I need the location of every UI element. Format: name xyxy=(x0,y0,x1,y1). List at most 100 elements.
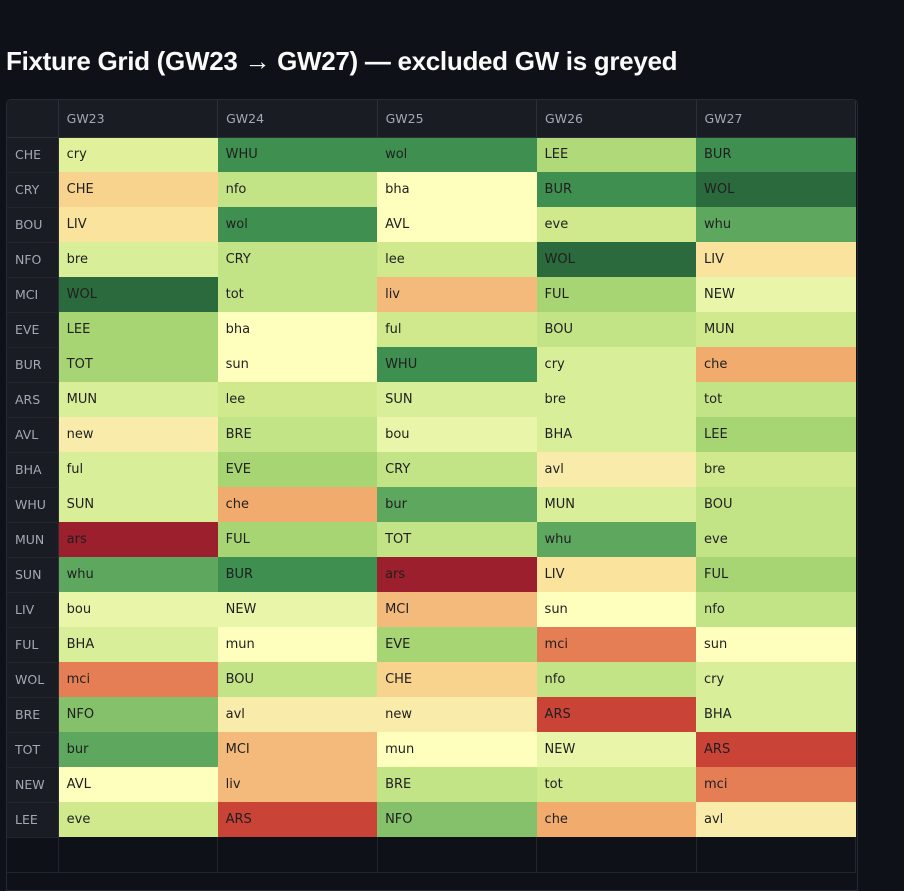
column-header[interactable]: GW24 xyxy=(217,100,378,138)
fixture-cell[interactable]: NEW xyxy=(217,592,378,627)
fixture-cell[interactable]: CRY xyxy=(377,452,537,487)
fixture-cell[interactable]: whu xyxy=(536,522,697,557)
fixture-cell[interactable]: ars xyxy=(377,557,537,592)
fixture-cell[interactable]: che xyxy=(217,487,378,522)
fixture-cell[interactable]: WOL xyxy=(536,242,697,277)
fixture-cell[interactable]: MUN xyxy=(696,312,856,347)
fixture-cell[interactable]: ARS xyxy=(536,697,697,732)
fixture-cell[interactable]: sun xyxy=(217,347,378,382)
fixture-cell[interactable]: ARS xyxy=(696,732,856,767)
fixture-cell[interactable]: cry xyxy=(696,662,856,697)
fixture-cell[interactable]: CHE xyxy=(58,172,218,207)
fixture-cell[interactable]: bou xyxy=(377,417,537,452)
fixture-cell[interactable]: CHE xyxy=(377,662,537,697)
fixture-cell[interactable]: ful xyxy=(377,312,537,347)
fixture-cell[interactable]: ARS xyxy=(217,802,378,837)
fixture-cell[interactable]: nfo xyxy=(696,592,856,627)
fixture-cell[interactable]: NEW xyxy=(536,732,697,767)
fixture-cell[interactable]: whu xyxy=(58,557,218,592)
fixture-cell[interactable]: BHA xyxy=(696,697,856,732)
fixture-cell[interactable]: bur xyxy=(58,732,218,767)
fixture-cell[interactable]: BUR xyxy=(536,172,697,207)
fixture-cell[interactable]: BRE xyxy=(377,767,537,802)
fixture-cell[interactable]: TOT xyxy=(377,522,537,557)
column-header[interactable]: GW25 xyxy=(377,100,538,138)
column-header[interactable]: GW23 xyxy=(58,100,219,138)
fixture-cell[interactable]: liv xyxy=(377,277,537,312)
fixture-cell[interactable]: bur xyxy=(377,487,537,522)
fixture-cell[interactable]: mun xyxy=(217,627,378,662)
fixture-cell[interactable]: bre xyxy=(536,382,697,417)
fixture-cell[interactable]: sun xyxy=(536,592,697,627)
fixture-cell[interactable]: nfo xyxy=(536,662,697,697)
fixture-cell[interactable]: avl xyxy=(217,697,378,732)
fixture-cell[interactable]: bre xyxy=(58,242,218,277)
fixture-cell[interactable]: avl xyxy=(536,452,697,487)
fixture-cell[interactable]: mci xyxy=(58,662,218,697)
fixture-cell[interactable]: WOL xyxy=(696,172,856,207)
fixture-cell[interactable]: che xyxy=(696,347,856,382)
fixture-cell[interactable]: WHU xyxy=(377,347,537,382)
fixture-cell[interactable]: TOT xyxy=(58,347,218,382)
fixture-cell[interactable]: nfo xyxy=(217,172,378,207)
fixture-cell[interactable]: cry xyxy=(536,347,697,382)
fixture-cell[interactable]: tot xyxy=(536,767,697,802)
fixture-cell[interactable]: BHA xyxy=(536,417,697,452)
column-header[interactable]: GW26 xyxy=(536,100,697,138)
fixture-cell[interactable]: eve xyxy=(58,802,218,837)
fixture-cell[interactable]: BOU xyxy=(536,312,697,347)
fixture-cell[interactable]: CRY xyxy=(217,242,378,277)
fixture-cell[interactable]: LEE xyxy=(58,312,218,347)
fixture-cell[interactable]: ars xyxy=(58,522,218,557)
fixture-cell[interactable]: SUN xyxy=(58,487,218,522)
fixture-cell[interactable]: che xyxy=(536,802,697,837)
fixture-cell[interactable]: MUN xyxy=(58,382,218,417)
fixture-cell[interactable]: eve xyxy=(696,522,856,557)
fixture-cell[interactable]: bha xyxy=(217,312,378,347)
fixture-cell[interactable]: BUR xyxy=(217,557,378,592)
fixture-cell[interactable]: LIV xyxy=(536,557,697,592)
fixture-cell[interactable]: new xyxy=(58,417,218,452)
fixture-cell[interactable]: avl xyxy=(696,802,856,837)
fixture-cell[interactable]: FUL xyxy=(696,557,856,592)
fixture-cell[interactable]: NEW xyxy=(696,277,856,312)
fixture-cell[interactable]: bre xyxy=(696,452,856,487)
fixture-cell[interactable]: MCI xyxy=(217,732,378,767)
fixture-cell[interactable]: lee xyxy=(217,382,378,417)
fixture-cell[interactable]: BRE xyxy=(217,417,378,452)
fixture-cell[interactable]: lee xyxy=(377,242,537,277)
fixture-cell[interactable]: NFO xyxy=(377,802,537,837)
fixture-cell[interactable]: MUN xyxy=(536,487,697,522)
fixture-cell[interactable]: eve xyxy=(536,207,697,242)
fixture-cell[interactable]: MCI xyxy=(377,592,537,627)
fixture-cell[interactable]: sun xyxy=(696,627,856,662)
fixture-cell[interactable]: bha xyxy=(377,172,537,207)
fixture-cell[interactable]: mci xyxy=(696,767,856,802)
fixture-cell[interactable]: FUL xyxy=(536,277,697,312)
fixture-cell[interactable]: mun xyxy=(377,732,537,767)
fixture-grid[interactable]: GW23 GW24 GW25 GW26 GW27 CHE cry WHU wol LEE… xyxy=(6,99,858,891)
fixture-cell[interactable]: BOU xyxy=(217,662,378,697)
fixture-cell[interactable]: WHU xyxy=(217,137,378,172)
fixture-cell[interactable]: BOU xyxy=(696,487,856,522)
fixture-cell[interactable]: mci xyxy=(536,627,697,662)
fixture-cell[interactable]: LIV xyxy=(58,207,218,242)
fixture-cell[interactable]: whu xyxy=(696,207,856,242)
column-header[interactable]: GW27 xyxy=(696,100,857,138)
fixture-cell[interactable]: wol xyxy=(377,137,537,172)
fixture-cell[interactable]: LIV xyxy=(696,242,856,277)
fixture-cell[interactable]: new xyxy=(377,697,537,732)
fixture-cell[interactable]: AVL xyxy=(58,767,218,802)
fixture-cell[interactable]: AVL xyxy=(377,207,537,242)
fixture-cell[interactable]: BHA xyxy=(58,627,218,662)
fixture-cell[interactable]: ful xyxy=(58,452,218,487)
fixture-cell[interactable]: bou xyxy=(58,592,218,627)
fixture-cell[interactable]: wol xyxy=(217,207,378,242)
fixture-cell[interactable]: cry xyxy=(58,137,218,172)
fixture-cell[interactable]: FUL xyxy=(217,522,378,557)
fixture-cell[interactable]: SUN xyxy=(377,382,537,417)
fixture-cell[interactable]: LEE xyxy=(536,137,697,172)
fixture-cell[interactable]: tot xyxy=(217,277,378,312)
fixture-cell[interactable]: LEE xyxy=(696,417,856,452)
fixture-cell[interactable]: BUR xyxy=(696,137,856,172)
